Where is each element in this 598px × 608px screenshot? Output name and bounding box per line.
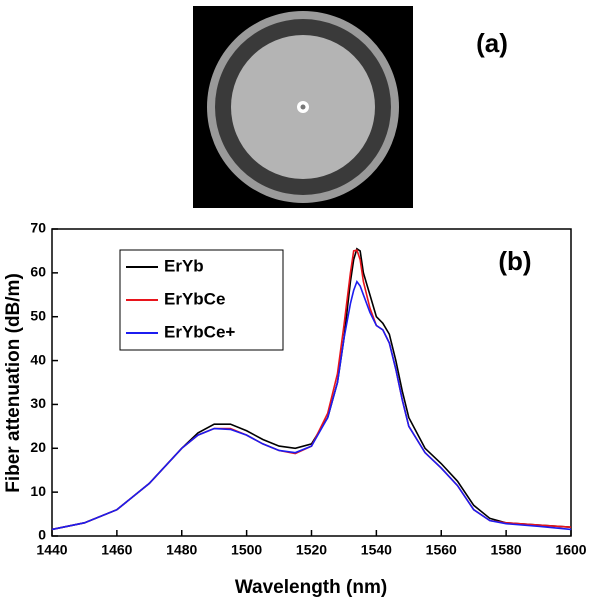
fiber-photo: [193, 6, 413, 208]
panel-label: (a): [476, 28, 508, 58]
legend-label: ErYb: [164, 256, 204, 275]
y-axis-label: Fiber attenuation (dB/m): [3, 273, 24, 493]
y-tick-label: 50: [30, 307, 46, 323]
x-tick-label: 1500: [231, 542, 262, 558]
y-tick-label: 70: [30, 220, 46, 236]
legend-label: ErYbCe+: [164, 322, 235, 341]
x-tick-label: 1540: [361, 542, 392, 558]
series-line: [51, 247, 572, 531]
x-tick-label: 1440: [36, 542, 67, 558]
x-tick-label: 1600: [555, 542, 586, 558]
x-axis-label: Wavelength (nm): [235, 577, 387, 598]
x-tick-label: 1460: [101, 542, 132, 558]
y-tick-label: 30: [30, 395, 46, 411]
series-line: [51, 279, 572, 531]
panel-label: (b): [498, 246, 531, 276]
x-tick-label: 1480: [166, 542, 197, 558]
x-tick-label: 1520: [296, 542, 327, 558]
legend-label: ErYbCe: [164, 289, 225, 308]
y-tick-label: 0: [38, 527, 46, 543]
x-tick-label: 1580: [491, 542, 522, 558]
y-tick-label: 40: [30, 351, 46, 367]
y-tick-label: 60: [30, 264, 46, 280]
y-tick-label: 10: [30, 483, 46, 499]
x-tick-label: 1560: [426, 542, 457, 558]
y-tick-label: 20: [30, 439, 46, 455]
